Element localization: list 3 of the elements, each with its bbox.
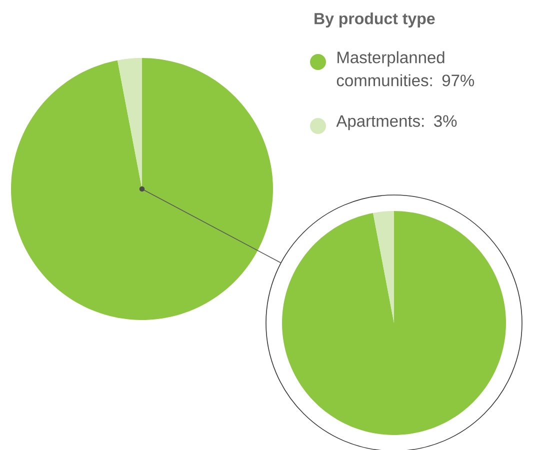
- legend-label: Apartments: 3%: [336, 115, 457, 130]
- legend-label: Masterplanned communities: 97%: [336, 51, 474, 86]
- legend-title: By product type: [314, 12, 435, 28]
